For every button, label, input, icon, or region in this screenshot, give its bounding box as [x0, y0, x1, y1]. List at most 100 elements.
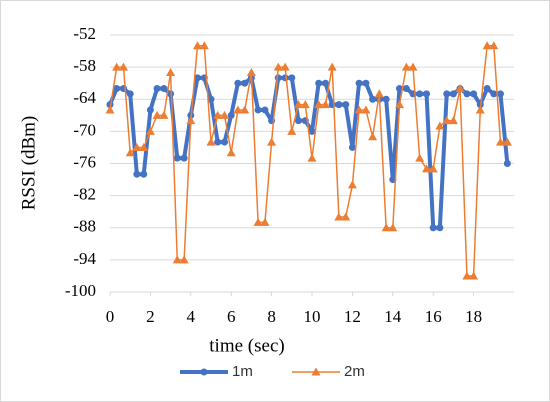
- marker: [502, 137, 512, 146]
- marker: [355, 79, 363, 87]
- marker: [173, 154, 181, 162]
- marker: [172, 255, 182, 264]
- marker: [126, 90, 134, 98]
- legend-label: 1m: [232, 363, 253, 380]
- y-tick-label: -94: [73, 249, 96, 268]
- y-tick-label: -88: [73, 217, 96, 236]
- marker: [145, 126, 155, 135]
- marker: [495, 137, 505, 146]
- marker: [112, 62, 122, 71]
- marker: [167, 90, 175, 98]
- marker: [374, 89, 384, 98]
- marker: [463, 90, 471, 98]
- marker: [389, 176, 397, 184]
- marker: [139, 142, 149, 151]
- marker: [159, 110, 169, 119]
- x-tick-label: 8: [267, 307, 276, 326]
- marker: [214, 138, 222, 146]
- marker: [429, 224, 437, 232]
- marker: [207, 95, 215, 103]
- marker: [462, 271, 472, 280]
- marker: [503, 160, 511, 167]
- marker: [455, 84, 465, 93]
- marker: [341, 212, 351, 221]
- marker: [273, 62, 283, 71]
- marker: [267, 137, 277, 146]
- marker: [160, 85, 168, 93]
- marker: [436, 224, 444, 232]
- marker: [146, 106, 154, 114]
- marker: [422, 164, 432, 173]
- marker: [227, 111, 235, 119]
- marker: [395, 85, 403, 93]
- marker: [483, 85, 491, 93]
- legend-marker: [200, 368, 208, 376]
- marker: [280, 62, 290, 71]
- marker: [334, 212, 344, 221]
- marker: [119, 62, 129, 71]
- y-tick-label: -100: [65, 281, 96, 300]
- series: [105, 41, 512, 280]
- legend-marker: [311, 367, 321, 376]
- marker: [475, 105, 485, 114]
- marker: [288, 74, 296, 82]
- marker: [166, 67, 176, 76]
- marker: [125, 148, 135, 157]
- marker: [152, 110, 162, 119]
- marker: [470, 90, 478, 98]
- marker: [294, 117, 302, 125]
- y-tick-label: -58: [73, 56, 96, 75]
- marker: [423, 90, 431, 98]
- marker: [287, 126, 297, 135]
- marker: [449, 90, 457, 98]
- marker: [394, 100, 404, 109]
- y-tick-label: -52: [73, 24, 96, 43]
- marker: [347, 180, 357, 189]
- marker: [307, 153, 317, 162]
- marker: [469, 271, 479, 280]
- marker: [489, 41, 499, 50]
- marker: [369, 95, 377, 103]
- marker: [105, 105, 115, 114]
- marker: [415, 153, 425, 162]
- marker: [335, 101, 343, 109]
- y-tick-label: -70: [73, 120, 96, 139]
- marker: [435, 121, 445, 130]
- marker: [233, 105, 243, 114]
- x-tick-label: 10: [304, 307, 321, 326]
- marker: [132, 142, 142, 151]
- y-tick-label: -76: [73, 152, 96, 171]
- marker: [261, 106, 269, 114]
- marker: [342, 101, 350, 109]
- marker: [490, 90, 498, 98]
- marker: [428, 164, 438, 173]
- marker: [226, 148, 236, 157]
- x-axis-title: time (sec): [209, 335, 284, 356]
- y-tick-label: -82: [73, 185, 96, 204]
- marker: [293, 100, 303, 109]
- marker: [199, 41, 209, 50]
- y-tick-label: -64: [73, 88, 96, 107]
- marker: [246, 67, 256, 76]
- marker: [206, 137, 216, 146]
- marker: [300, 100, 310, 109]
- marker: [221, 138, 229, 146]
- x-tick-label: 6: [227, 307, 236, 326]
- marker: [240, 105, 250, 114]
- marker: [234, 79, 242, 87]
- marker: [327, 62, 337, 71]
- marker: [496, 90, 504, 98]
- marker: [416, 90, 424, 98]
- marker: [382, 95, 390, 103]
- marker: [220, 110, 230, 119]
- marker: [180, 154, 188, 162]
- marker: [381, 223, 391, 232]
- marker: [140, 170, 148, 178]
- marker: [321, 100, 331, 109]
- marker: [368, 132, 378, 141]
- marker: [308, 127, 316, 135]
- marker: [253, 217, 263, 226]
- marker: [388, 223, 398, 232]
- x-tick-label: 0: [106, 307, 115, 326]
